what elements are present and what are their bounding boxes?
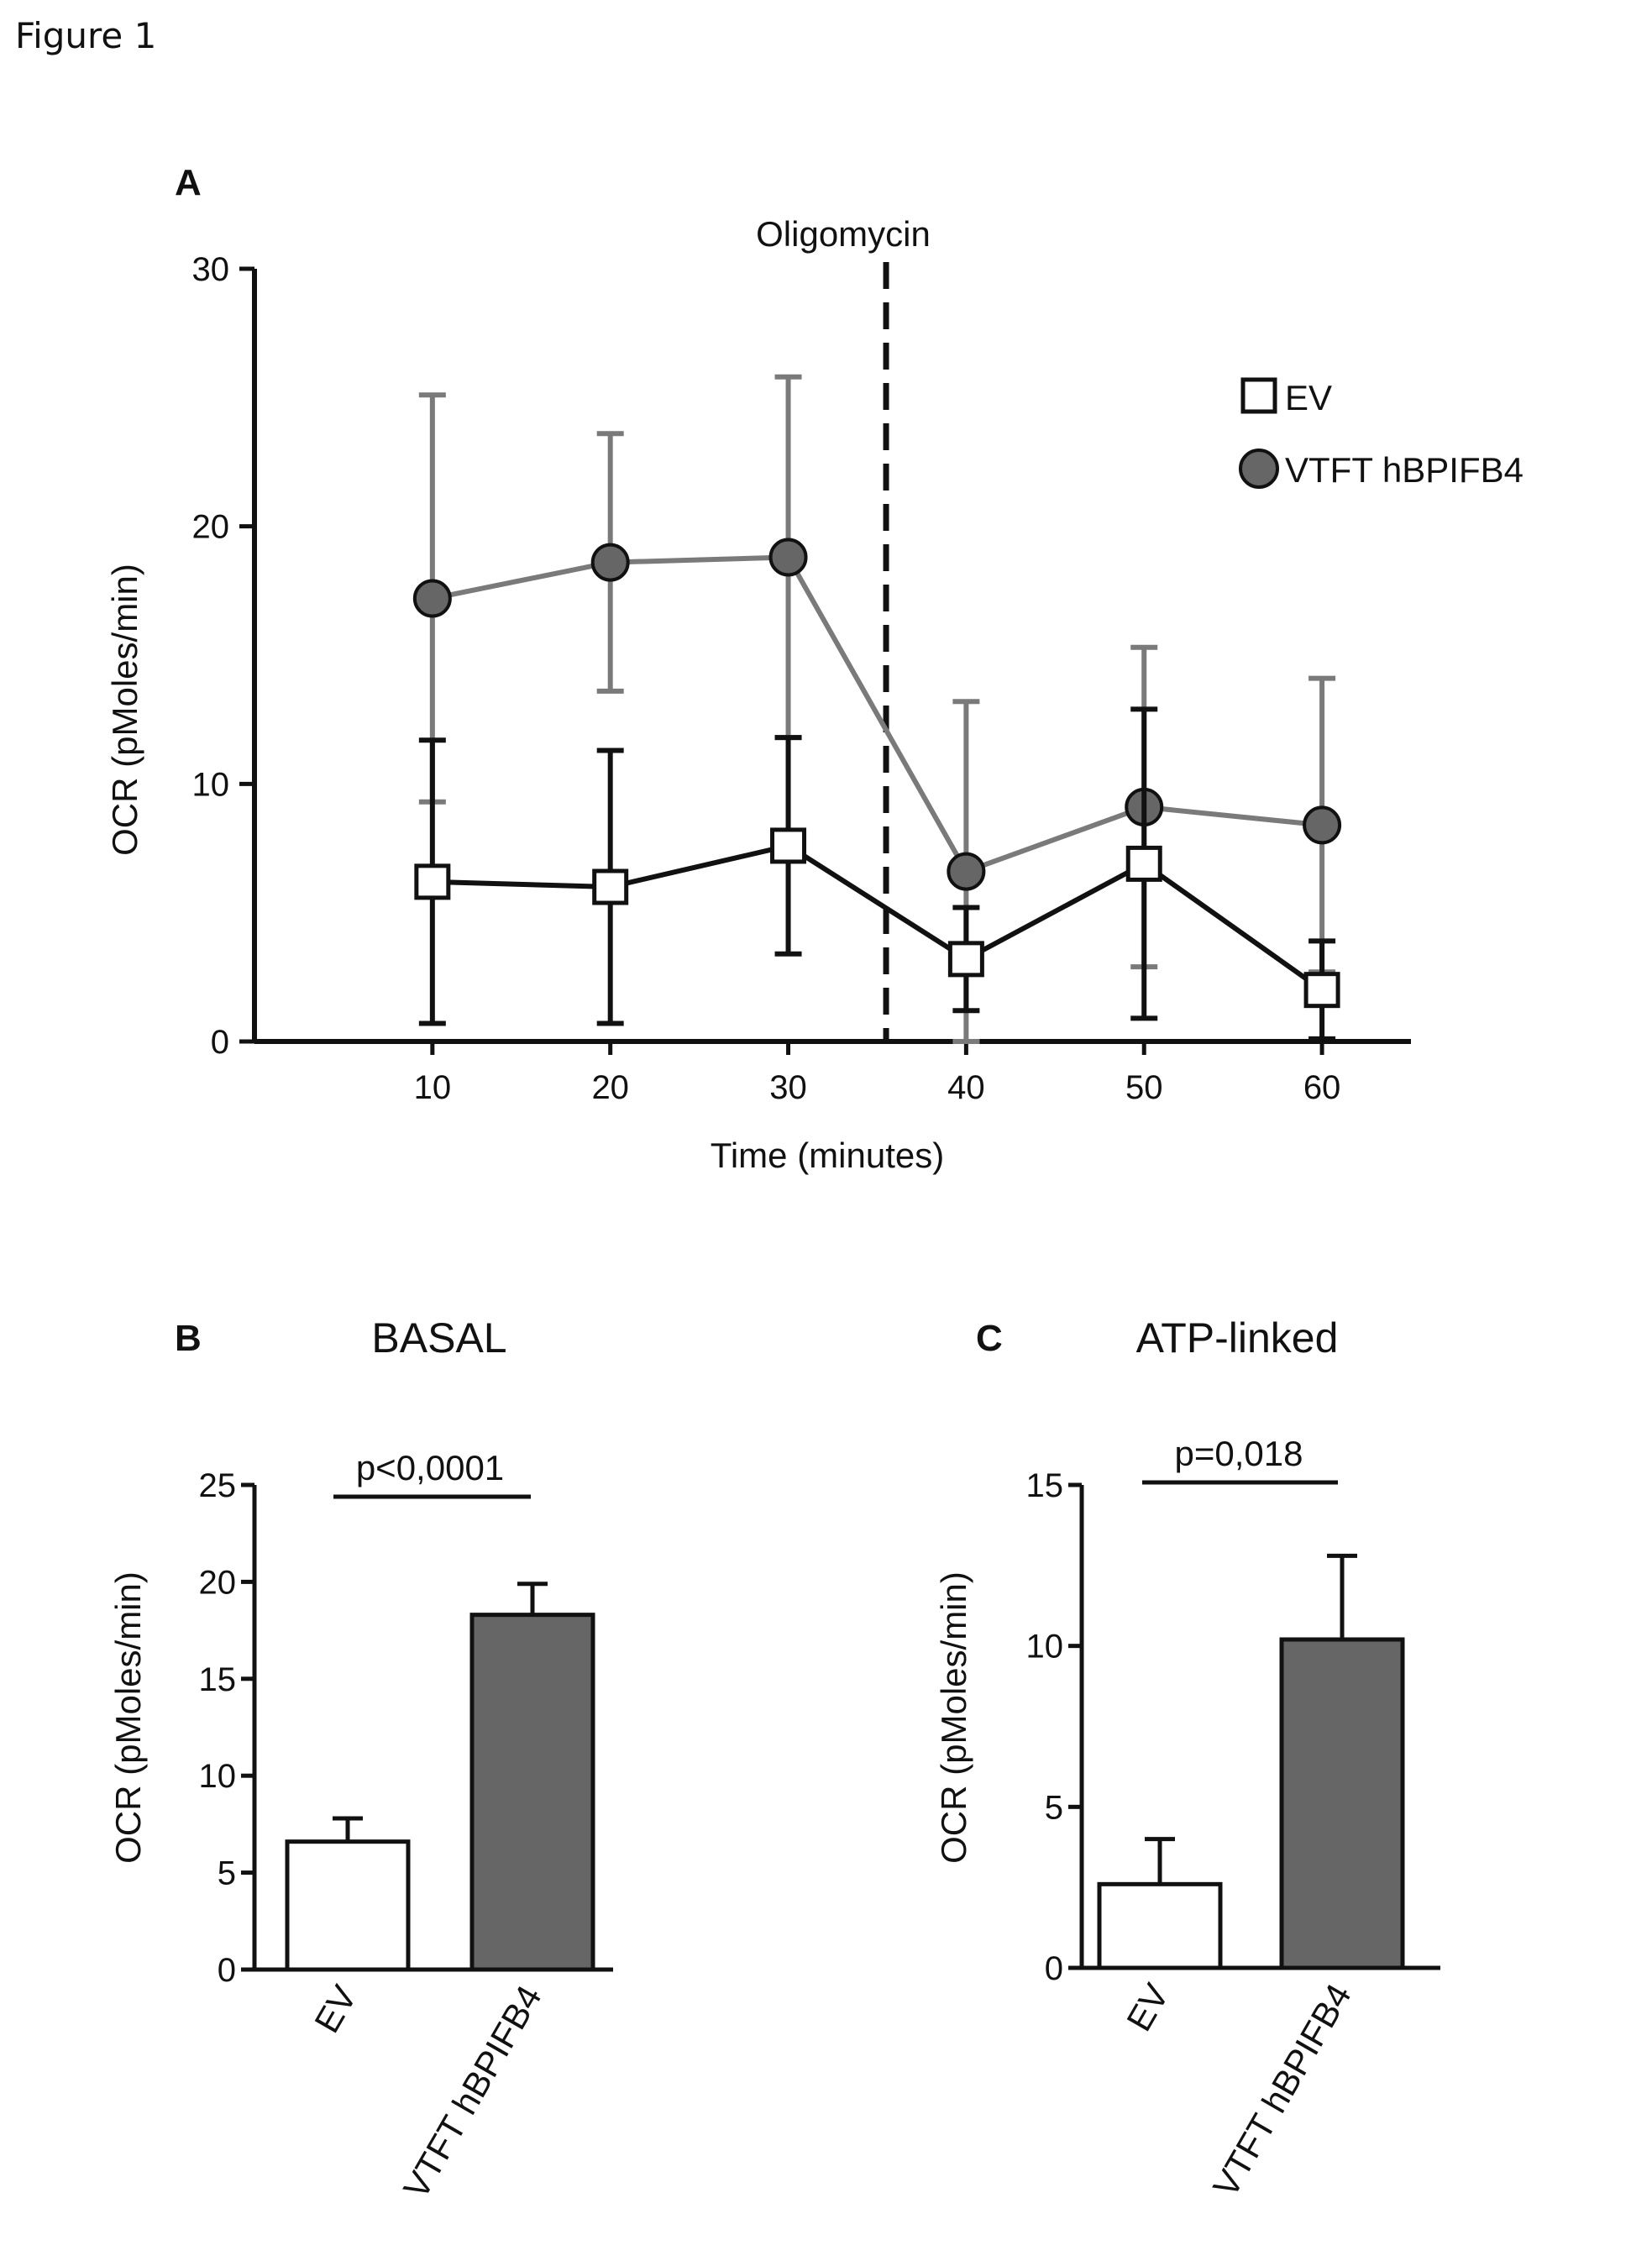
ev-data-point xyxy=(414,863,451,900)
panel-b-y-tick-label: 0 xyxy=(218,1952,236,1989)
vtft-data-point xyxy=(412,579,452,618)
panel-c-bar-chart: C ATP-linked OCR (pMoles/min) p=0,018 0 5… xyxy=(934,1314,1440,2203)
panel-c-title: ATP-linked xyxy=(1136,1314,1339,1361)
ev-data-point xyxy=(770,827,807,864)
panel-a-line-chart: A OCR (pMoles/min) Time (minutes) Oligom… xyxy=(105,162,1524,1175)
panel-b-y-tick-label: 10 xyxy=(199,1758,237,1795)
panel-c-y-tick-label: 10 xyxy=(1026,1629,1064,1666)
panel-c-bar-ev xyxy=(1097,1881,1223,1970)
legend-vtft-circle-icon xyxy=(1239,449,1279,489)
legend-ev-label: EV xyxy=(1285,378,1332,417)
panel-b-y-tick-label: 5 xyxy=(218,1855,236,1892)
panel-a-xlabel: Time (minutes) xyxy=(711,1136,944,1175)
panel-a-x-tick-label: 50 xyxy=(1125,1069,1163,1106)
vtft-data-point xyxy=(1303,805,1342,845)
panel-b-category-label: VTFT hBPIFB4 xyxy=(396,1979,549,2205)
panel-c-y-tick-label: 0 xyxy=(1045,1950,1063,1987)
panel-c-y-tick-label: 5 xyxy=(1045,1789,1063,1826)
panel-a-y-tick-label: 30 xyxy=(192,251,230,288)
panel-b-bar-vtft xyxy=(469,1613,595,1972)
panel-b-bar-chart: B BASAL OCR (pMoles/min) p<0,0001 0 5 10 15… xyxy=(108,1314,613,2205)
legend-ev-square-icon xyxy=(1240,377,1277,414)
panel-a-x-tick-label: 20 xyxy=(591,1069,629,1106)
ev-series xyxy=(414,706,1340,1041)
panel-b-y-tick-label: 25 xyxy=(199,1467,237,1504)
panel-a-y-tick-label: 0 xyxy=(211,1024,229,1061)
ev-data-point xyxy=(592,868,629,905)
ev-data-point xyxy=(1303,972,1340,1009)
panel-c-label: C xyxy=(976,1318,1003,1359)
vtft-data-point xyxy=(768,538,808,577)
vtft-series-line xyxy=(432,554,1323,875)
panel-c-category-label: EV xyxy=(1119,1977,1177,2038)
panel-a-x-tick-label: 10 xyxy=(414,1069,452,1106)
panel-b-ylabel: OCR (pMoles/min) xyxy=(108,1571,148,1864)
panel-a-ylabel: OCR (pMoles/min) xyxy=(105,564,144,856)
panel-c-y-tick-label: 15 xyxy=(1026,1467,1064,1504)
ev-data-point xyxy=(947,941,984,978)
panel-b-y-tick-label: 15 xyxy=(199,1661,237,1698)
panel-b-bar-ev xyxy=(285,1839,411,1972)
figure-title: Figure 1 xyxy=(15,15,156,56)
vtft-data-point xyxy=(947,852,986,891)
panel-a-x-tick-label: 60 xyxy=(1303,1069,1341,1106)
panel-b-pvalue: p<0,0001 xyxy=(356,1448,504,1487)
vtft-data-point xyxy=(590,543,630,582)
panel-a-label: A xyxy=(175,162,202,203)
panel-b-category-label: EV xyxy=(307,1979,364,2039)
legend-vtft-label: VTFT hBPIFB4 xyxy=(1285,450,1524,490)
panel-c-pvalue: p=0,018 xyxy=(1175,1434,1303,1473)
oligomycin-annotation: Oligomycin xyxy=(756,214,931,254)
ev-series-line xyxy=(432,842,1324,993)
panel-c-bar-vtft xyxy=(1279,1637,1405,1970)
panel-a-legend: EV VTFT hBPIFB4 xyxy=(1239,377,1524,490)
panel-a-y-tick-label: 10 xyxy=(192,766,230,803)
panel-c-category-label: VTFT hBPIFB4 xyxy=(1205,1977,1359,2203)
ev-data-point xyxy=(1125,845,1162,882)
panel-b-label: B xyxy=(175,1318,202,1359)
panel-b-y-tick-label: 20 xyxy=(199,1564,237,1601)
panel-c-ylabel: OCR (pMoles/min) xyxy=(934,1571,973,1864)
panel-b-title: BASAL xyxy=(371,1314,506,1361)
panel-a-y-tick-label: 20 xyxy=(192,509,230,546)
vtft-series xyxy=(412,374,1342,1044)
panel-a-x-tick-label: 40 xyxy=(947,1069,985,1106)
panel-a-x-tick-label: 30 xyxy=(769,1069,807,1106)
